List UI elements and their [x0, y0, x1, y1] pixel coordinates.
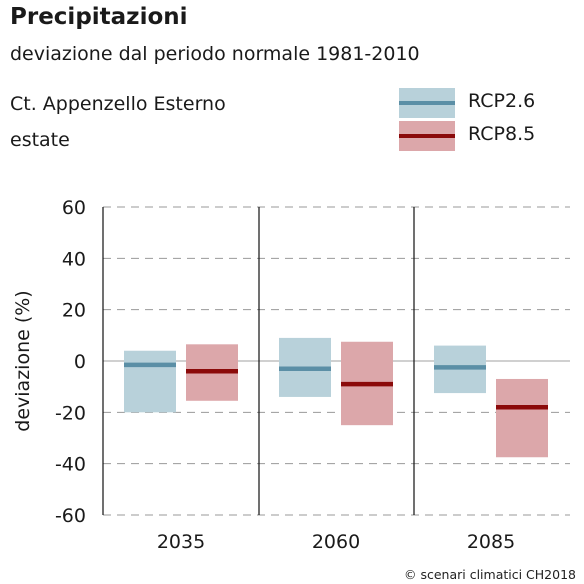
x-tick-label-2035: 2035: [157, 531, 205, 553]
season-label: estate: [10, 129, 70, 151]
legend-item-rcp26: RCP2.6: [399, 88, 559, 118]
y-tick-label: 40: [62, 248, 86, 270]
y-tick-label: 0: [74, 351, 86, 373]
legend-line-rcp85: [399, 134, 455, 138]
legend-item-rcp85: RCP8.5: [399, 121, 559, 151]
chart-subtitle: deviazione dal periodo normale 1981-2010: [10, 43, 420, 65]
legend-label-rcp26: RCP2.6: [468, 90, 536, 112]
legend-label-rcp85: RCP8.5: [468, 123, 536, 145]
range-bar-rcp26-2035: [124, 350, 176, 413]
region-label: Ct. Appenzello Esterno: [10, 93, 226, 115]
y-tick-label: 20: [62, 300, 86, 322]
y-tick-label: -40: [55, 454, 86, 476]
y-tick-label: -60: [55, 505, 86, 527]
y-tick-label: 60: [62, 197, 86, 219]
y-tick-label: -20: [55, 402, 86, 424]
range-bar-rcp85-2085: [496, 378, 548, 458]
legend-line-rcp26: [399, 101, 455, 105]
y-axis-label: deviazione (%): [12, 290, 34, 431]
credit-text: © scenari climatici CH2018: [403, 567, 576, 582]
x-tick-label-2060: 2060: [312, 531, 360, 553]
chart-title: Precipitazioni: [10, 4, 188, 30]
x-tick-label-2085: 2085: [467, 531, 515, 553]
